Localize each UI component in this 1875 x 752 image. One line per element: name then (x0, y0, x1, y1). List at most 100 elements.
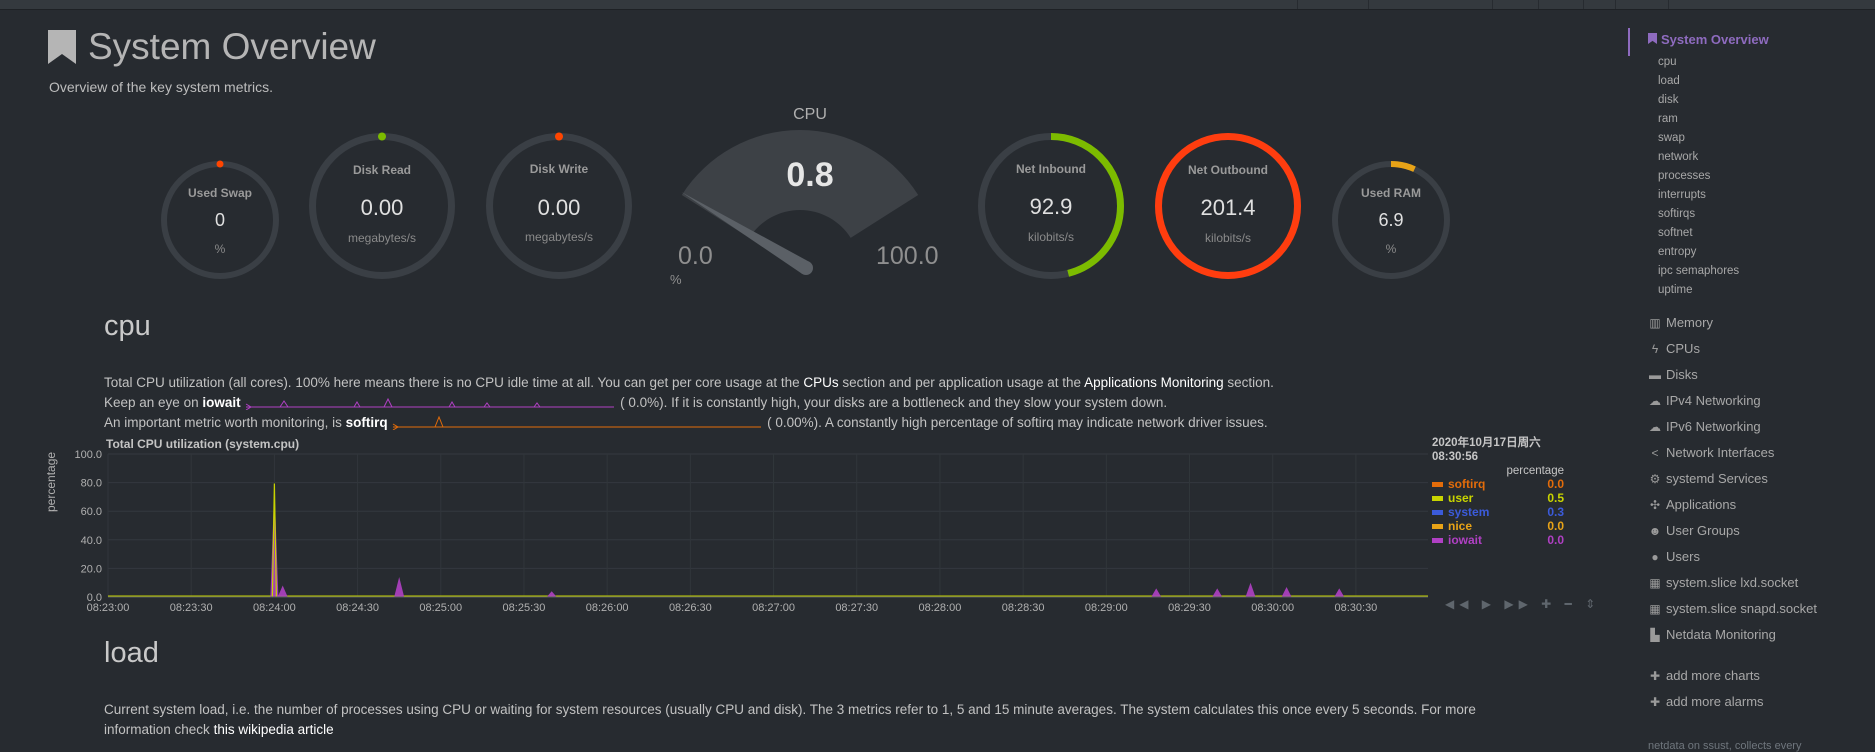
legend-swatch (1432, 482, 1443, 487)
gauge-value: 0.00 (360, 195, 404, 220)
chart-x-tick-label: 08:26:30 (669, 602, 712, 614)
sidebar-subitem-swap[interactable]: swap (1658, 132, 1685, 144)
wikipedia-link[interactable]: this wikipedia article (213, 722, 334, 737)
sidebar-item-system-slice-snapd-socket[interactable]: ▦ system.slice snapd.socket (1648, 601, 1817, 616)
add-more-charts-link[interactable]: ✚ add more charts (1648, 668, 1760, 683)
chart-spike-user (271, 483, 277, 598)
sidebar-item-system-overview[interactable]: System Overview (1648, 32, 1769, 47)
gauge-value: 92.9 (1029, 194, 1073, 219)
chart-x-tick-label: 08:28:00 (919, 602, 962, 614)
sidebar-item-label: add more charts (1666, 668, 1760, 683)
used-ram-gauge[interactable]: Used RAM 6.9 % (1329, 158, 1453, 282)
gauge-title: Net Inbound (1016, 162, 1086, 176)
net-inbound-gauge[interactable]: Net Inbound 92.9 kilobits/s (975, 130, 1127, 282)
gauge-unit: megabytes/s (524, 230, 594, 244)
cpu-utilization-chart[interactable]: 100.080.060.040.020.00.008:23:00 08:23:30… (0, 0, 1875, 630)
sidebar-subitem-load[interactable]: load (1658, 75, 1680, 87)
load-description-line-2: information check this wikipedia article (104, 720, 334, 740)
sidebar-item-label: CPUs (1666, 341, 1700, 356)
chart-spike (1245, 582, 1256, 597)
sidebar-item-label: Disks (1666, 367, 1698, 382)
text: information check (104, 722, 214, 737)
sidebar-subitem-ipc-semaphores[interactable]: ipc semaphores (1658, 265, 1740, 277)
sidebar-item-network-interfaces[interactable]: < Network Interfaces (1648, 445, 1774, 460)
legend-item-softirq[interactable]: softirq 0.0 (1432, 477, 1564, 491)
chart-y-axis-label: percentage (44, 451, 58, 512)
cpu-gauge-value: 0.8 (786, 156, 834, 194)
page-title: System Overview (88, 26, 376, 67)
cpu-gauge-band (681, 129, 919, 238)
chart-spike (277, 585, 288, 597)
gauge-marker (555, 132, 563, 141)
sidebar-item-systemd-services[interactable]: ⚙ systemd Services (1648, 471, 1768, 486)
cpu-description-line-3: An important metric worth monitoring, is… (104, 413, 1268, 433)
legend-series-name: user (1448, 491, 1474, 505)
gauge-title: Disk Write (529, 162, 589, 176)
footer-note: netdata on ssust, collects every (1648, 740, 1802, 752)
sidebar-item-user-groups[interactable]: ☻ User Groups (1648, 523, 1740, 538)
gamepad-icon: ✣ (1649, 498, 1661, 512)
sidebar-subitem-entropy[interactable]: entropy (1658, 246, 1697, 258)
iowait-label: iowait (202, 395, 241, 410)
sidebar-subitem-softnet[interactable]: softnet (1658, 227, 1693, 239)
bar-chart-icon: ▙ (1650, 628, 1660, 642)
sidebar-item-label: Netdata Monitoring (1666, 627, 1776, 642)
sidebar-subitem-uptime[interactable]: uptime (1658, 284, 1693, 296)
chart-x-tick-label: 08:24:30 (336, 602, 379, 614)
chart-spike (394, 576, 405, 597)
gauge-marker (216, 160, 224, 168)
users-icon: ☻ (1648, 524, 1662, 538)
sidebar-item-applications[interactable]: ✣ Applications (1648, 497, 1736, 512)
chart-x-tick-label: 08:29:00 (1085, 602, 1128, 614)
applications-monitoring-link[interactable]: Applications Monitoring (1084, 375, 1224, 390)
cpu-gauge[interactable]: CPU 0.8 0.0 100.0 % (660, 100, 960, 290)
chart-y-tick-label: 100.0 (74, 449, 102, 461)
softirq-sparkline[interactable] (391, 416, 763, 431)
sidebar-item-ipv4-networking[interactable]: ☁ IPv4 Networking (1648, 393, 1761, 408)
sidebar-subitem-disk[interactable]: disk (1658, 94, 1679, 106)
load-section-title: load (104, 637, 159, 669)
chart-navigation-controls[interactable]: ◀◀ ▶ ▶▶ ✚ ━ ⇕ (1445, 597, 1601, 611)
iowait-sparkline[interactable] (244, 396, 616, 411)
chart-spike (1334, 588, 1345, 597)
sidebar-subitem-ram[interactable]: ram (1658, 113, 1678, 125)
sidebar-item-cpus[interactable]: ϟ CPUs (1648, 341, 1700, 356)
disk-read-gauge[interactable]: Disk Read 0.00 megabytes/s (306, 130, 458, 282)
sidebar-item-disks[interactable]: ▬ Disks (1648, 367, 1698, 382)
sidebar-subitem-network[interactable]: network (1658, 151, 1699, 163)
legend-units: percentage (1506, 465, 1564, 477)
cpu-gauge-unit: % (670, 272, 682, 287)
legend-item-system[interactable]: system 0.3 (1432, 505, 1564, 519)
plus-icon: ✚ (1649, 695, 1661, 709)
chart-y-tick-label: 40.0 (81, 535, 102, 547)
legend-item-nice[interactable]: nice 0.0 (1432, 519, 1564, 533)
sidebar-subitem-softirqs[interactable]: softirqs (1658, 208, 1696, 220)
cpu-gauge-needle-hub (799, 261, 813, 275)
cpu-gauge-title: CPU (793, 106, 827, 123)
sidebar-subitem-cpu[interactable]: cpu (1658, 56, 1677, 68)
cloud-icon: ☁ (1649, 394, 1661, 408)
add-more-alarms-link[interactable]: ✚ add more alarms (1648, 694, 1764, 709)
page-subtitle: Overview of the key system metrics. (49, 79, 274, 95)
sidebar-item-ipv6-networking[interactable]: ☁ IPv6 Networking (1648, 419, 1761, 434)
load-description-line-1: Current system load, i.e. the number of … (104, 702, 1476, 717)
legend-series-value: 0.0 (1547, 519, 1564, 533)
used-swap-gauge[interactable]: Used Swap 0 % (158, 158, 282, 282)
disk-write-gauge[interactable]: Disk Write 0.00 megabytes/s (483, 130, 635, 282)
legend-series-name: system (1448, 505, 1490, 519)
net-outbound-gauge[interactable]: Net Outbound 201.4 kilobits/s (1152, 130, 1304, 282)
sidebar-subitem-processes[interactable]: processes (1658, 170, 1711, 182)
legend-item-user[interactable]: user 0.5 (1432, 491, 1564, 505)
text: Total CPU utilization (all cores). 100% … (104, 375, 804, 390)
chart-title: Total CPU utilization (system.cpu) (106, 437, 300, 451)
sidebar-item-label: Users (1666, 549, 1700, 564)
sidebar-item-netdata-monitoring[interactable]: ▙ Netdata Monitoring (1648, 627, 1776, 642)
legend-series-value: 0.0 (1547, 477, 1564, 491)
sidebar-subitem-interrupts[interactable]: interrupts (1658, 189, 1706, 201)
sidebar-item-memory[interactable]: ▥ Memory (1648, 315, 1713, 330)
sidebar-item-users[interactable]: ● Users (1648, 549, 1700, 564)
text: section and per application usage at the (838, 375, 1085, 390)
legend-item-iowait[interactable]: iowait 0.0 (1432, 533, 1564, 547)
cpus-link[interactable]: CPUs (803, 375, 839, 390)
sidebar-item-system-slice-lxd-socket[interactable]: ▦ system.slice lxd.socket (1648, 575, 1798, 590)
